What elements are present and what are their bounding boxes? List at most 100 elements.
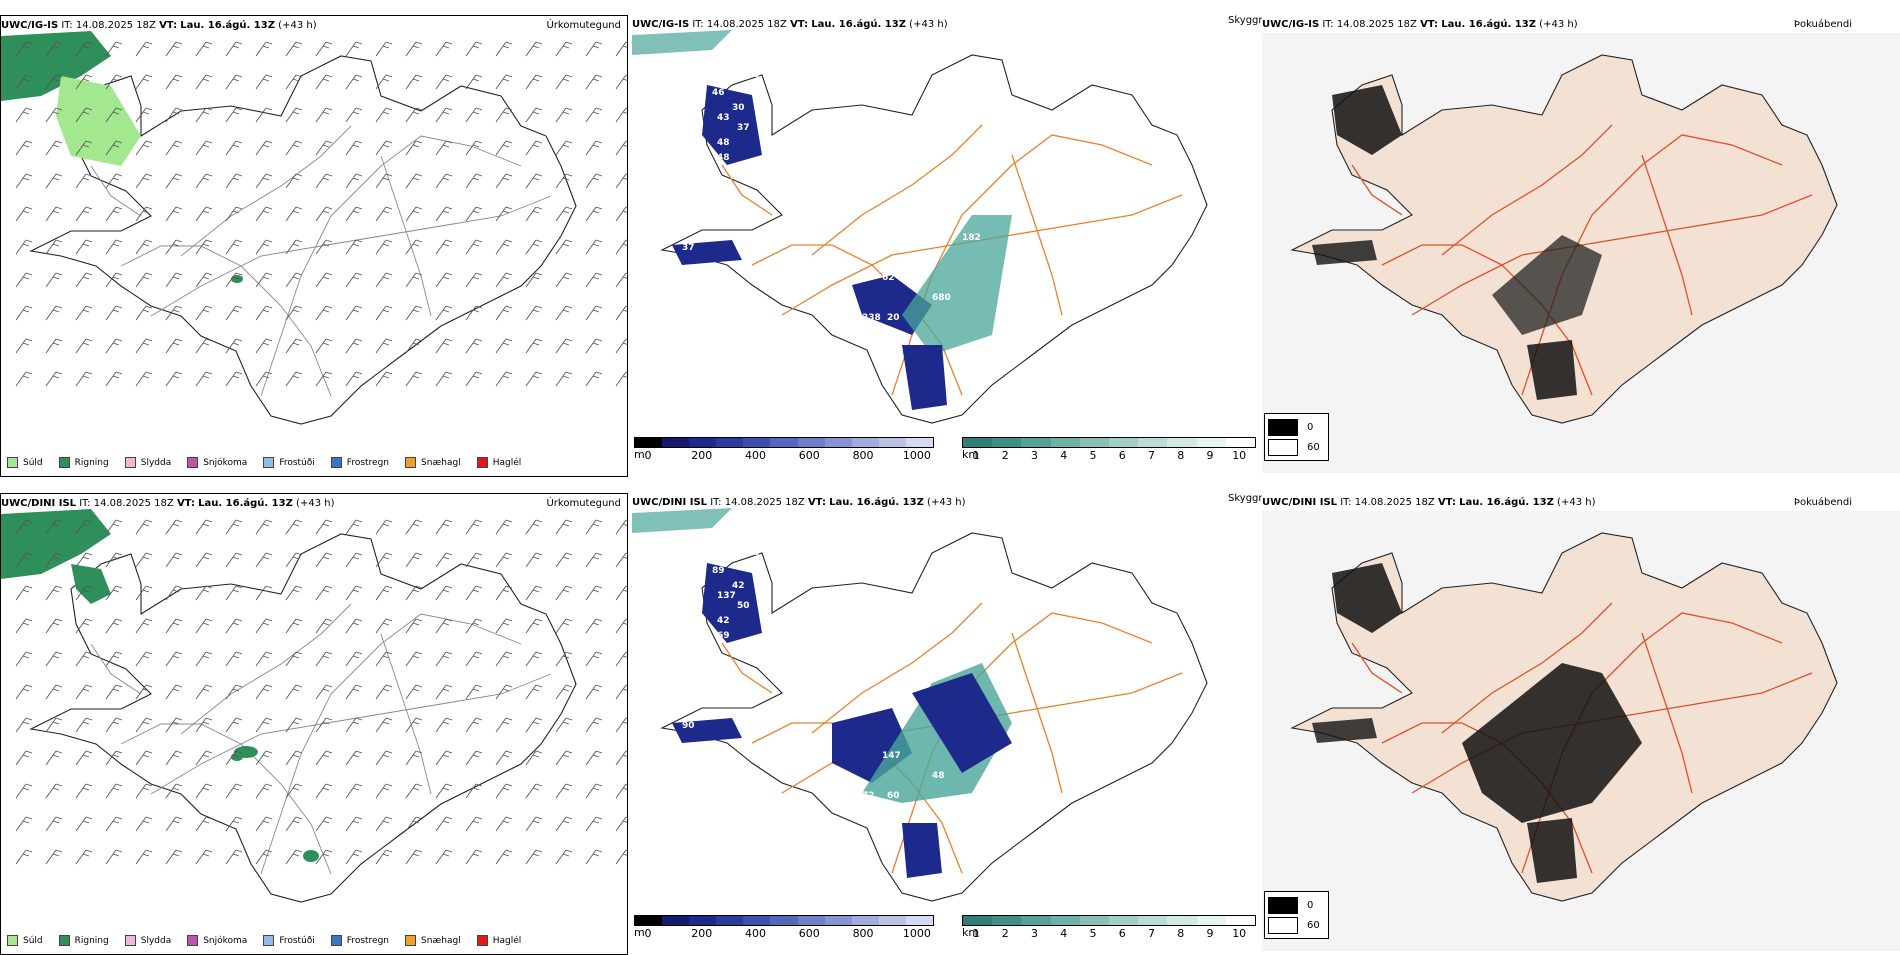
wind-barb — [135, 371, 153, 387]
wind-barb — [465, 585, 483, 601]
wind-barb — [45, 684, 63, 700]
cloudbase-value-label: 36 — [747, 548, 760, 558]
legend-item: Súld — [7, 457, 43, 468]
colorbar-tick: 7 — [1147, 927, 1155, 940]
wind-barb — [555, 519, 573, 535]
wind-barb — [75, 750, 93, 766]
low-cloud-area — [702, 85, 762, 165]
wind-barb — [495, 206, 513, 222]
wind-barb — [45, 519, 63, 535]
wind-barb — [465, 140, 483, 156]
wind-barb — [105, 849, 123, 865]
wind-barb — [375, 272, 393, 288]
wind-barb — [105, 750, 123, 766]
road-line — [180, 125, 352, 257]
wind-barb — [255, 305, 273, 321]
legend-swatch — [330, 457, 342, 468]
colorbar-tick: 5 — [1089, 449, 1097, 462]
wind-barb — [75, 305, 93, 321]
wind-barb — [585, 338, 603, 354]
colorbar-step — [743, 916, 771, 925]
wind-barb — [375, 239, 393, 255]
wind-barb — [525, 206, 543, 222]
wind-barb — [15, 371, 33, 387]
legend-item: Rigning — [58, 935, 109, 946]
wind-barb — [105, 816, 123, 832]
cloudbase-value-label: 182 — [962, 233, 981, 243]
wind-barb — [465, 107, 483, 123]
wind-barb — [495, 585, 513, 601]
wind-barb — [615, 783, 627, 799]
fog-area — [1332, 563, 1402, 633]
wind-barb — [75, 552, 93, 568]
colorbar-tick: 4 — [1060, 927, 1068, 940]
legend-item: Snæhagl — [405, 457, 461, 468]
wind-barb — [315, 684, 333, 700]
wind-barb — [615, 206, 627, 222]
wind-barb — [105, 519, 123, 535]
wind-barb — [15, 74, 33, 90]
colorbar-step — [743, 438, 771, 447]
wind-barb — [315, 750, 333, 766]
wind-barb — [555, 272, 573, 288]
wind-barb — [525, 849, 543, 865]
wind-barb — [255, 107, 273, 123]
colorbar-tick: 3 — [1030, 927, 1038, 940]
wind-barb — [465, 519, 483, 535]
road-line — [120, 723, 332, 875]
legend-item: Snæhagl — [405, 935, 461, 946]
cloudbase-value-label: 238 — [862, 313, 881, 323]
wind-barb — [165, 173, 183, 189]
iceland-coastline — [29, 55, 577, 425]
wind-barb — [405, 371, 423, 387]
wind-barb — [15, 239, 33, 255]
wind-barb — [225, 239, 243, 255]
wind-barb — [465, 173, 483, 189]
wind-barb — [405, 684, 423, 700]
wind-barb — [555, 684, 573, 700]
wind-barb — [465, 717, 483, 733]
wind-barb — [555, 783, 573, 799]
wind-barb — [75, 849, 93, 865]
wind-barb — [105, 173, 123, 189]
wind-barb — [285, 585, 303, 601]
wind-barb — [615, 519, 627, 535]
cloudbase-value-label: 42 — [732, 581, 745, 591]
wind-barb — [195, 816, 213, 832]
wind-barb — [585, 173, 603, 189]
wind-barb — [375, 651, 393, 667]
legend-label: Snjókoma — [203, 935, 248, 946]
wind-barb — [285, 107, 303, 123]
wind-barb — [345, 618, 363, 634]
wind-barb — [585, 305, 603, 321]
wind-barb — [225, 140, 243, 156]
iceland-coastline — [660, 54, 1208, 424]
precip-type-panel-row1: UWC/IG-IS IT: 14.08.2025 18Z VT: Lau. 16… — [0, 15, 628, 477]
wind-barb — [405, 206, 423, 222]
wind-barb — [45, 717, 63, 733]
fog-area — [1312, 718, 1377, 743]
wind-barb — [585, 849, 603, 865]
wind-barb — [225, 717, 243, 733]
precip-map — [1, 31, 627, 425]
wind-barb — [165, 684, 183, 700]
wind-barb — [585, 552, 603, 568]
colorbar-step — [1050, 916, 1080, 925]
wind-barb — [615, 816, 627, 832]
wind-barb — [435, 684, 453, 700]
wind-barb — [75, 173, 93, 189]
low-cloud-area — [912, 673, 1012, 773]
wind-barb — [255, 140, 273, 156]
colorbar-step — [635, 916, 663, 925]
colorbar-tick: 5 — [1089, 927, 1097, 940]
legend-label: Snæhagl — [421, 935, 461, 946]
colorbar-step — [635, 438, 663, 447]
wind-barb — [525, 371, 543, 387]
fog-panel-row2: UWC/DINI ISL IT: 14.08.2025 18Z VT: Lau.… — [1262, 493, 1900, 955]
wind-barb — [375, 41, 393, 57]
wind-barb — [255, 783, 273, 799]
wind-barb — [315, 41, 333, 57]
wind-barb — [465, 272, 483, 288]
wind-barb — [375, 206, 393, 222]
